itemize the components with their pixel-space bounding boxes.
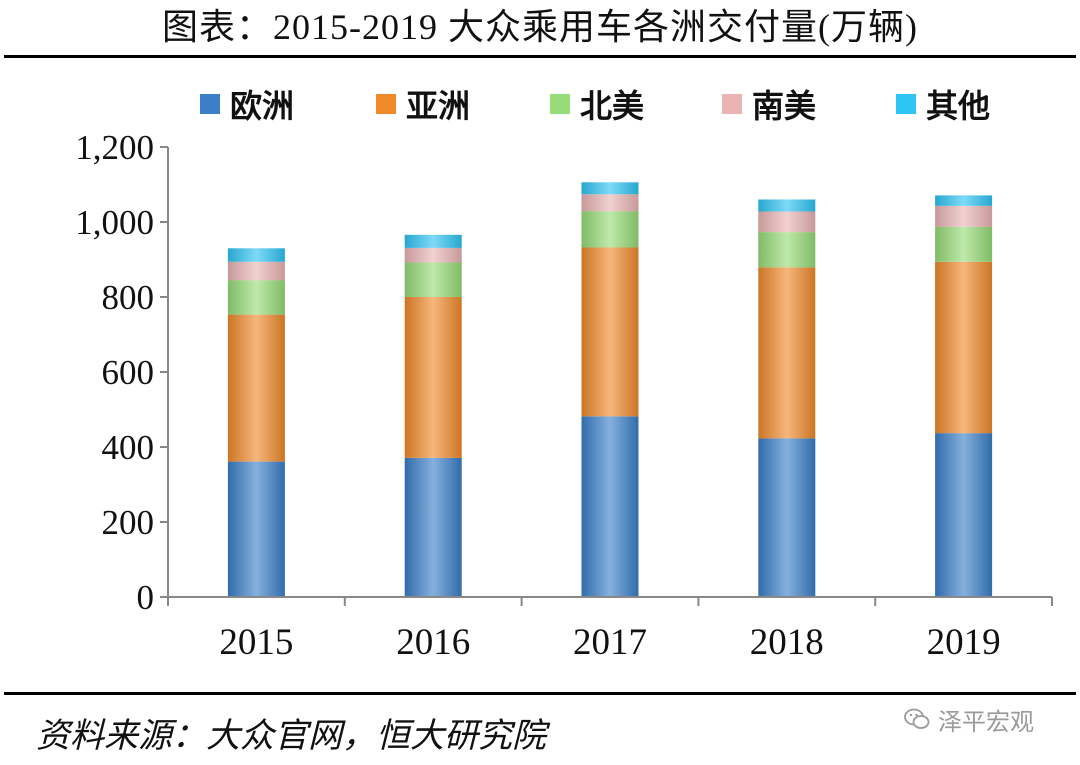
legend-label-south-america: 南美 <box>752 87 817 125</box>
watermark: 泽平宏观 <box>904 702 1034 736</box>
bar-other-2016 <box>404 234 462 248</box>
y-tick-label: 1,200 <box>75 128 154 167</box>
title-rule <box>4 55 1076 58</box>
bar-other-2018 <box>758 199 816 212</box>
bar-asia-2015 <box>227 314 285 462</box>
legend-swatch-south-america <box>722 94 742 114</box>
x-tick-label: 2019 <box>927 622 1001 663</box>
source-note: 资料来源：大众官网，恒大研究院 <box>36 716 546 756</box>
y-tick-label: 800 <box>102 278 155 317</box>
bar-north_america-2017 <box>581 211 639 248</box>
bar-europe-2018 <box>758 438 816 597</box>
legend-item-europe: 欧洲 <box>200 84 295 125</box>
bar-south_america-2016 <box>404 247 462 263</box>
bar-europe-2015 <box>227 461 285 597</box>
bar-europe-2019 <box>935 433 993 597</box>
bar-south_america-2019 <box>935 205 993 227</box>
axes-group: 0 200 400 600 800 1,000 1,200 2015 2016 2017 2018 2… <box>75 128 1053 663</box>
legend-item-north-america: 北美 <box>550 84 645 125</box>
bars-group <box>227 182 993 598</box>
bar-other-2019 <box>935 195 993 206</box>
legend-label-other: 其他 <box>926 87 991 125</box>
x-tick-label: 2018 <box>750 622 824 663</box>
legend-item-other: 其他 <box>896 84 991 125</box>
chart-title: 图表：2015-2019 大众乘用车各洲交付量(万辆) <box>162 7 918 47</box>
legend-item-south-america: 南美 <box>722 84 817 125</box>
bar-europe-2016 <box>404 457 462 597</box>
legend-label-north-america: 北美 <box>580 87 645 125</box>
y-tick-label: 600 <box>102 353 155 392</box>
legend-label-asia: 亚洲 <box>406 87 471 125</box>
bar-north_america-2019 <box>935 226 993 262</box>
y-tick-label: 400 <box>102 428 155 467</box>
bar-asia-2018 <box>758 267 816 439</box>
bar-north_america-2016 <box>404 262 462 297</box>
legend-swatch-europe <box>200 94 220 114</box>
bar-europe-2017 <box>581 416 639 598</box>
bar-other-2017 <box>581 182 639 195</box>
legend-swatch-other <box>896 94 916 114</box>
x-tick-label: 2017 <box>573 622 647 663</box>
bar-asia-2017 <box>581 247 639 417</box>
watermark-text: 泽平宏观 <box>938 707 1034 736</box>
legend-swatch-asia <box>376 94 396 114</box>
wechat-icon <box>904 708 930 729</box>
legend-item-asia: 亚洲 <box>376 84 471 125</box>
y-tick-label: 1,000 <box>75 203 154 242</box>
bar-south_america-2017 <box>581 194 639 212</box>
legend-swatch-north-america <box>550 94 570 114</box>
x-tick-label: 2015 <box>219 622 293 663</box>
bar-north_america-2018 <box>758 232 816 268</box>
bar-north_america-2015 <box>227 280 285 315</box>
legend: 欧洲 亚洲 北美 南美 其他 <box>0 84 1080 125</box>
bar-asia-2016 <box>404 297 462 458</box>
y-tick-label: 0 <box>137 578 155 617</box>
bar-other-2015 <box>227 248 285 262</box>
y-tick-label: 200 <box>102 503 155 542</box>
bar-south_america-2015 <box>227 261 285 281</box>
x-tick-label: 2016 <box>396 622 470 663</box>
bar-asia-2019 <box>935 261 993 434</box>
legend-label-europe: 欧洲 <box>230 87 295 125</box>
footer-rule <box>4 692 1076 695</box>
bar-south_america-2018 <box>758 211 816 233</box>
